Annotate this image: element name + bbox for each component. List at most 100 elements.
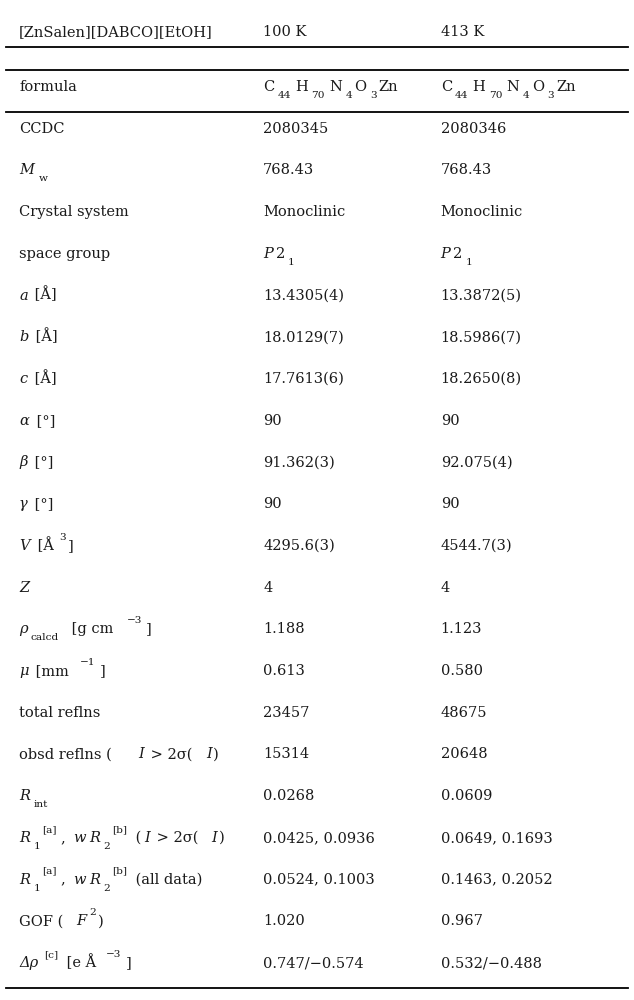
Text: N: N (329, 80, 342, 94)
Text: 90: 90 (263, 497, 281, 511)
Text: 768.43: 768.43 (263, 163, 314, 177)
Text: 4544.7(3): 4544.7(3) (441, 539, 512, 553)
Text: 0.580: 0.580 (441, 664, 482, 678)
Text: P: P (263, 247, 273, 261)
Text: 13.4305(4): 13.4305(4) (263, 288, 344, 302)
Text: 70: 70 (311, 91, 325, 100)
Text: 91.362(3): 91.362(3) (263, 455, 335, 469)
Text: Crystal system: Crystal system (19, 205, 129, 219)
Text: [Å]: [Å] (31, 328, 58, 344)
Text: space group: space group (19, 247, 110, 261)
Text: I: I (206, 748, 212, 762)
Text: 44: 44 (455, 91, 469, 100)
Text: ρ: ρ (19, 622, 28, 636)
Text: 1: 1 (33, 842, 40, 851)
Text: α: α (19, 414, 29, 428)
Text: ): ) (219, 831, 225, 845)
Text: 0.967: 0.967 (441, 914, 482, 928)
Text: 90: 90 (441, 414, 459, 428)
Text: N: N (507, 80, 519, 94)
Text: 1.188: 1.188 (263, 622, 305, 636)
Text: 90: 90 (263, 414, 281, 428)
Text: 4: 4 (523, 91, 530, 100)
Text: 0.747/−0.574: 0.747/−0.574 (263, 956, 364, 970)
Text: 2: 2 (103, 842, 110, 851)
Text: 0.1463, 0.2052: 0.1463, 0.2052 (441, 873, 552, 887)
Text: 18.0129(7): 18.0129(7) (263, 330, 344, 344)
Text: c: c (19, 372, 27, 386)
Text: 413 K: 413 K (441, 25, 484, 39)
Text: 0.0268: 0.0268 (263, 789, 314, 803)
Text: −1: −1 (80, 658, 96, 667)
Text: I: I (145, 831, 150, 845)
Text: [mm: [mm (31, 664, 69, 678)
Text: w: w (73, 831, 85, 845)
Text: −3: −3 (106, 950, 122, 959)
Text: Zn: Zn (378, 80, 398, 94)
Text: [°]: [°] (30, 455, 53, 469)
Text: μ: μ (19, 664, 29, 678)
Text: 2: 2 (103, 884, 110, 893)
Text: 1: 1 (288, 258, 295, 267)
Text: total reflns: total reflns (19, 706, 100, 720)
Text: Z: Z (19, 581, 29, 595)
Text: 1: 1 (465, 258, 472, 267)
Text: [a]: [a] (42, 867, 56, 876)
Text: C: C (441, 80, 452, 94)
Text: Monoclinic: Monoclinic (263, 205, 346, 219)
Text: 0.0425, 0.0936: 0.0425, 0.0936 (263, 831, 375, 845)
Text: 2080345: 2080345 (263, 122, 328, 136)
Text: obsd reflns (: obsd reflns ( (19, 748, 112, 762)
Text: [Å]: [Å] (30, 287, 57, 302)
Text: 100 K: 100 K (263, 25, 307, 39)
Text: M: M (19, 163, 34, 177)
Text: O: O (354, 80, 366, 94)
Text: 3: 3 (547, 91, 554, 100)
Text: γ: γ (19, 497, 28, 511)
Text: 1.123: 1.123 (441, 622, 482, 636)
Text: [b]: [b] (112, 825, 127, 834)
Text: R: R (19, 831, 30, 845)
Text: 0.0649, 0.1693: 0.0649, 0.1693 (441, 831, 552, 845)
Text: ): ) (214, 748, 219, 762)
Text: Monoclinic: Monoclinic (441, 205, 523, 219)
Text: H: H (295, 80, 307, 94)
Text: calcd: calcd (30, 633, 58, 642)
Text: [Å]: [Å] (30, 370, 56, 386)
Text: 0.0609: 0.0609 (441, 789, 492, 803)
Text: 4: 4 (346, 91, 353, 100)
Text: formula: formula (19, 80, 77, 94)
Text: 3: 3 (370, 91, 377, 100)
Text: ,: , (61, 873, 70, 887)
Text: > 2σ(: > 2σ( (146, 748, 193, 762)
Text: 44: 44 (278, 91, 291, 100)
Text: [Å: [Å (33, 537, 54, 553)
Text: [b]: [b] (112, 867, 127, 876)
Text: P: P (441, 247, 451, 261)
Text: H: H (472, 80, 485, 94)
Text: V: V (19, 539, 30, 553)
Text: O: O (532, 80, 544, 94)
Text: I: I (212, 831, 217, 845)
Text: 3: 3 (60, 533, 67, 542)
Text: a: a (19, 288, 28, 302)
Text: [e Å: [e Å (62, 954, 96, 970)
Text: R: R (19, 873, 30, 887)
Text: I: I (139, 748, 145, 762)
Text: CCDC: CCDC (19, 122, 65, 136)
Text: 92.075(4): 92.075(4) (441, 455, 512, 469)
Text: 23457: 23457 (263, 706, 309, 720)
Text: F: F (76, 914, 86, 928)
Text: [°]: [°] (30, 497, 54, 511)
Text: 2080346: 2080346 (441, 122, 506, 136)
Text: 0.613: 0.613 (263, 664, 305, 678)
Text: int: int (33, 800, 48, 809)
Text: R: R (19, 789, 30, 803)
Text: [c]: [c] (44, 950, 58, 959)
Text: 768.43: 768.43 (441, 163, 492, 177)
Text: 18.2650(8): 18.2650(8) (441, 372, 522, 386)
Text: 2: 2 (89, 908, 96, 917)
Text: 0.532/−0.488: 0.532/−0.488 (441, 956, 541, 970)
Text: C: C (263, 80, 275, 94)
Text: 4: 4 (441, 581, 450, 595)
